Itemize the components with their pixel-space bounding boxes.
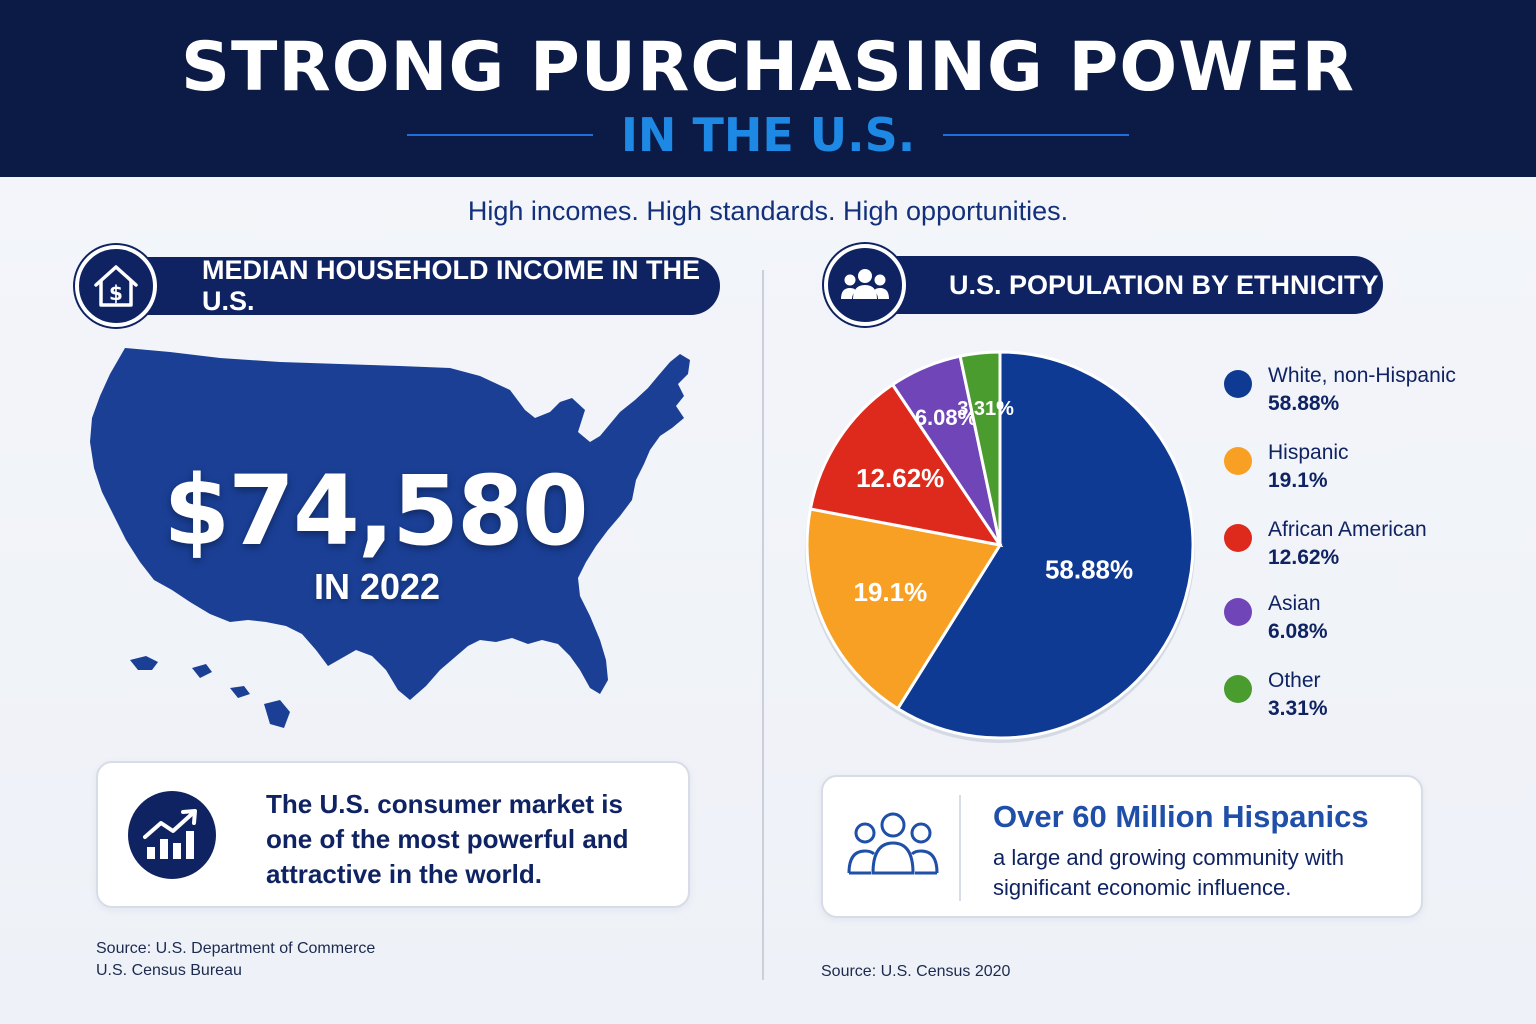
hispanic-community-card: Over 60 Million Hispanics a large and gr…: [821, 775, 1423, 918]
pie-slice-label: 58.88%: [1045, 555, 1133, 585]
us-map: [80, 340, 710, 740]
hispanic-count-title: Over 60 Million Hispanics: [993, 799, 1369, 834]
legend-label: Hispanic: [1268, 441, 1349, 464]
ethnicity-heading: U.S. POPULATION BY ETHNICITY: [845, 256, 1383, 314]
legend-swatch: [1224, 675, 1252, 703]
legend-swatch: [1224, 370, 1252, 398]
pie-slice-label: 3.31%: [957, 398, 1014, 420]
house-dollar-icon: $: [75, 245, 157, 327]
pie-slice: [805, 507, 1003, 711]
subtitle-row: IN THE U.S.: [0, 108, 1536, 164]
people-outline-icon: [843, 807, 943, 887]
pie-slice-label: 12.62%: [856, 463, 944, 493]
subtitle-rule-right: [943, 134, 1129, 136]
income-heading: MEDIAN HOUSEHOLD INCOME IN THE U.S.: [98, 255, 720, 316]
legend-swatch: [1224, 598, 1252, 626]
legend-value: 58.88%: [1268, 392, 1340, 415]
legend-value: 6.08%: [1268, 620, 1328, 643]
tagline: High incomes. High standards. High oppor…: [467, 196, 1069, 226]
column-divider: [762, 270, 764, 980]
consumer-market-text: The U.S. consumer market is one of the m…: [266, 789, 629, 889]
legend-label: Other: [1268, 669, 1321, 692]
legend-value: 19.1%: [1268, 469, 1328, 492]
pie-slice-label: 19.1%: [854, 577, 928, 607]
card-separator: [959, 795, 961, 901]
page-title: STRONG PURCHASING POWER: [181, 28, 1355, 107]
ethnicity-heading-label: U.S. POPULATION BY ETHNICITY: [949, 269, 1379, 300]
income-source-line1: Source: U.S. Department of Commerce: [96, 940, 376, 957]
income-heading-label: MEDIAN HOUSEHOLD INCOME IN THE U.S.: [202, 255, 701, 316]
people-group-icon: [824, 244, 906, 326]
legend-label: White, non-Hispanic: [1268, 364, 1456, 387]
pie-slice: [958, 350, 1002, 546]
legend-item: White, non-Hispanic 58.88%: [1224, 364, 1514, 420]
legend-swatch: [1224, 447, 1252, 475]
legend-item: Hispanic 19.1%: [1224, 441, 1514, 497]
pie-slice: [895, 350, 1195, 740]
growth-chart-icon: [128, 791, 216, 879]
income-source-line2: U.S. Census Bureau: [96, 962, 242, 979]
legend-label: African American: [1268, 518, 1427, 541]
svg-text:$: $: [109, 281, 123, 305]
pie-slice: [808, 382, 1004, 548]
legend-value: 12.62%: [1268, 546, 1340, 569]
pie-slice-label: 6.08%: [915, 405, 977, 430]
legend-label: Asian: [1268, 592, 1321, 615]
legend-value: 3.31%: [1268, 697, 1328, 720]
median-income-year: IN 2022: [313, 566, 441, 607]
legend-item: Other 3.31%: [1224, 669, 1514, 725]
income-source: Source: U.S. Department of Commerce U.S.…: [96, 938, 375, 982]
page-subtitle: IN THE U.S.: [620, 108, 916, 162]
ethnicity-pie-chart: 58.88% 19.1% 12.62% 6.08% 3.31%: [800, 345, 1200, 745]
consumer-market-card: The U.S. consumer market is one of the m…: [96, 761, 690, 908]
subtitle-rule-left: [407, 134, 593, 136]
legend-swatch: [1224, 524, 1252, 552]
header-banner: STRONG PURCHASING POWER IN THE U.S.: [0, 0, 1536, 177]
legend-item: Asian 6.08%: [1224, 592, 1514, 648]
median-income-value: $74,580: [163, 455, 588, 567]
ethnicity-source: Source: U.S. Census 2020: [821, 963, 1011, 980]
legend-item: African American 12.62%: [1224, 518, 1514, 574]
hispanic-count-text: a large and growing community with signi…: [993, 845, 1344, 900]
